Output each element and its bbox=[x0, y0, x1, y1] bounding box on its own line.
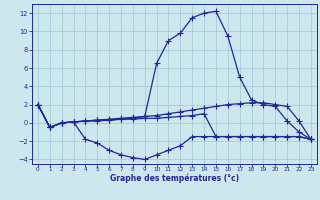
X-axis label: Graphe des températures (°c): Graphe des températures (°c) bbox=[110, 174, 239, 183]
